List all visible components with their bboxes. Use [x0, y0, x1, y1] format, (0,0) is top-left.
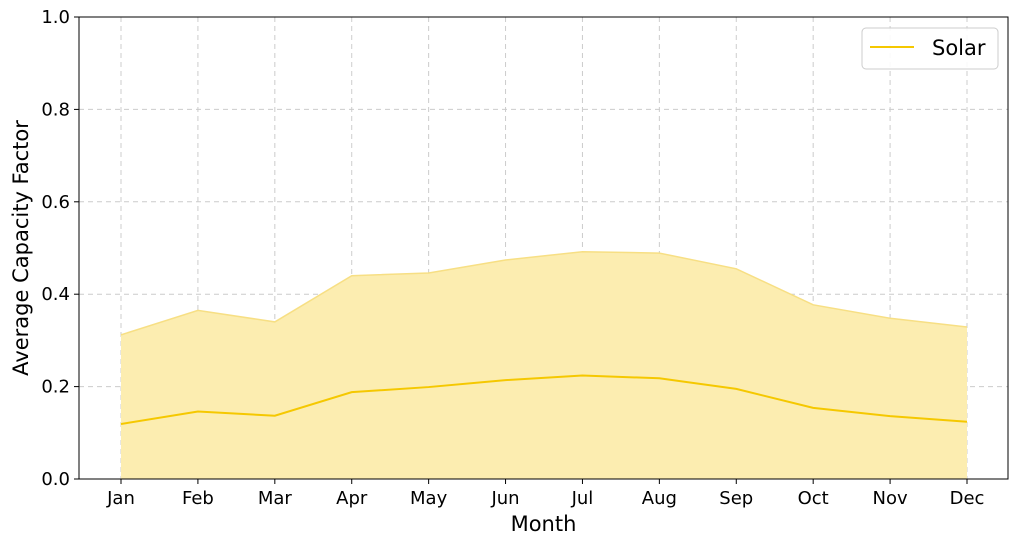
solar-range-upper-edge [120, 250, 968, 336]
x-tick-label: Mar [258, 488, 293, 509]
legend-box [861, 27, 999, 70]
y-tick-label: 0.8 [41, 99, 70, 120]
x-tick-label: Jul [571, 488, 594, 509]
x-axis-label: Month [511, 512, 577, 536]
series-group [120, 374, 968, 426]
x-tick-label: Dec [950, 488, 985, 509]
y-tick-label: 0.2 [41, 377, 70, 398]
y-tick-label: 0.6 [41, 192, 70, 213]
x-tick-label: Oct [798, 488, 829, 509]
x-tick-label: Aug [642, 488, 677, 509]
x-tick-label: Sep [719, 488, 753, 509]
y-tick-label: 0.0 [41, 469, 70, 490]
y-axis-label: Average Capacity Factor [9, 120, 33, 376]
solar-line [120, 374, 968, 426]
x-tick-label: Feb [182, 488, 214, 509]
x-tick-label: Jun [490, 488, 519, 509]
y-tick-label: 0.4 [41, 284, 70, 305]
solar-range-area [121, 251, 967, 479]
range-band [120, 250, 968, 479]
x-tick-label: Apr [336, 488, 368, 509]
x-tick-label: May [410, 488, 448, 509]
plot-frame [78, 16, 1009, 480]
x-axis-ticks: Jan Feb Mar Apr May Jun Jul Aug Sep Oct Nov Dec [106, 479, 984, 509]
legend-label-solar: Solar [932, 36, 986, 60]
x-tick-label: Nov [873, 488, 908, 509]
y-axis-ticks: 0.0 0.2 0.4 0.6 0.8 1.0 [41, 7, 79, 490]
y-tick-label: 1.0 [41, 7, 70, 28]
legend: Solar [861, 27, 999, 70]
x-tick-label: Jan [106, 488, 135, 509]
